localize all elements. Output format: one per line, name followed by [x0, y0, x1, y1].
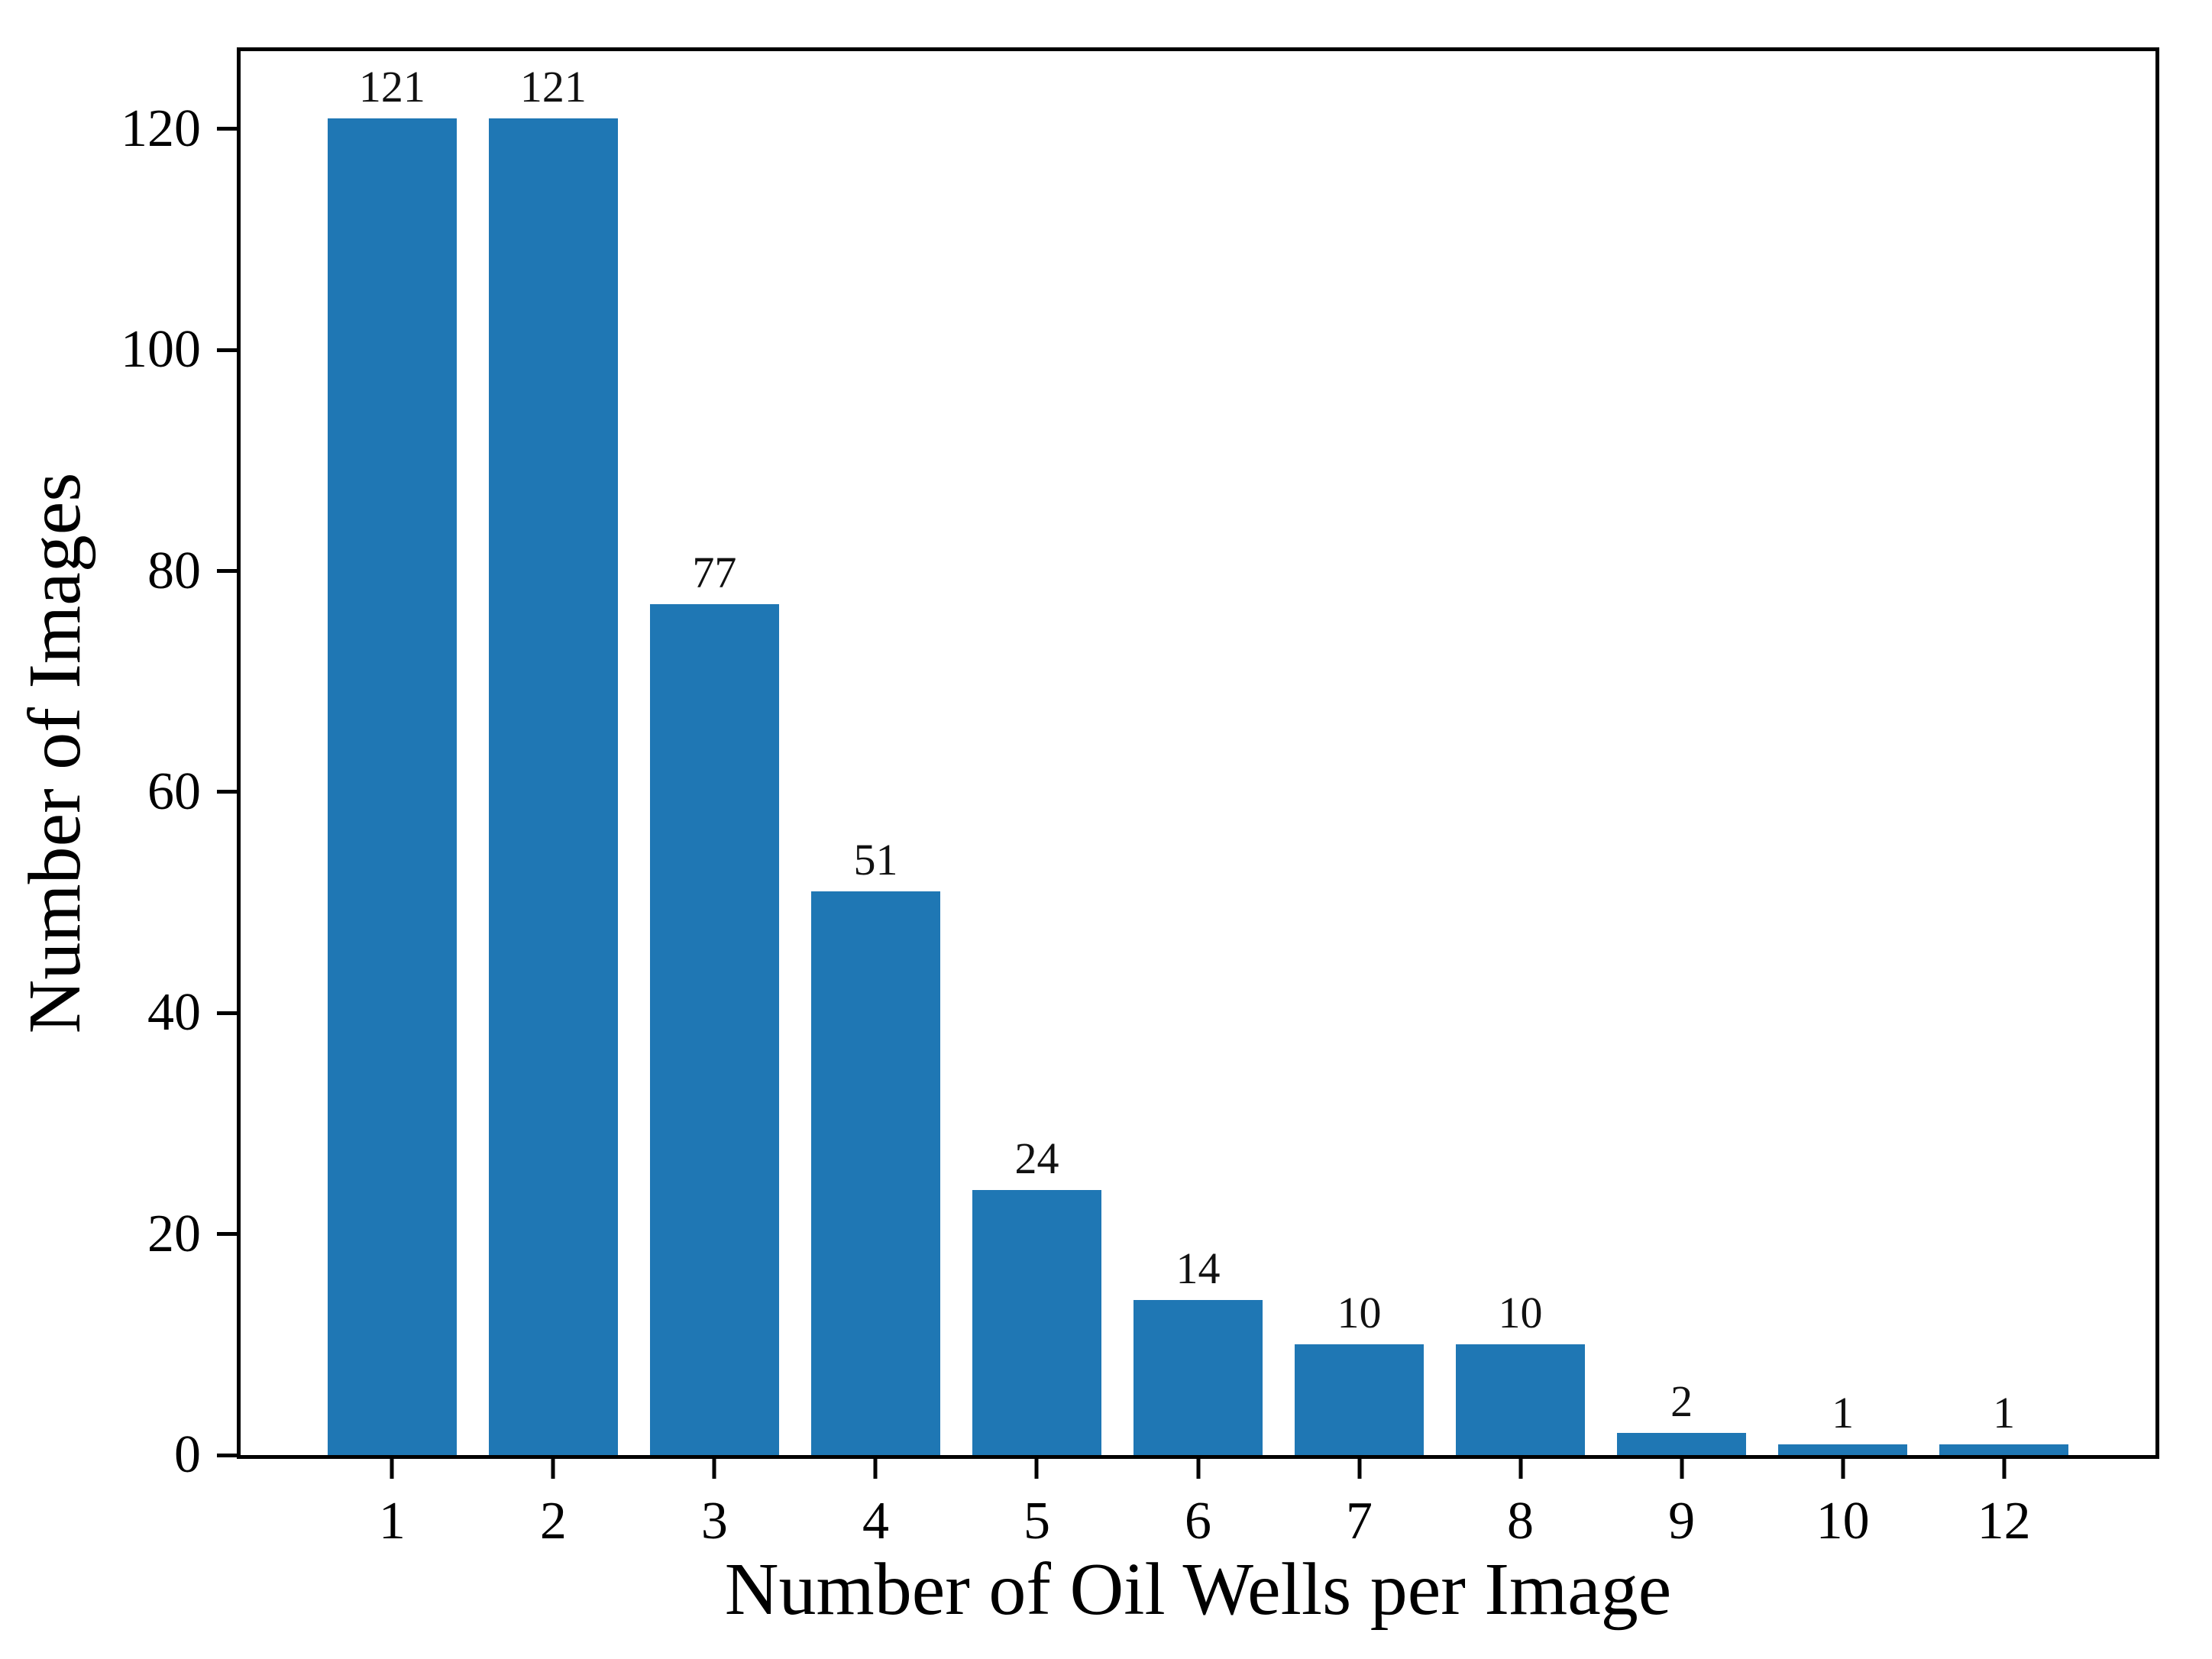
y-axis-tick [217, 348, 237, 352]
x-axis-tick-label: 4 [862, 1492, 889, 1551]
x-axis-tick [1034, 1459, 1039, 1479]
x-axis-tick [873, 1459, 878, 1479]
x-axis-tick [1357, 1459, 1362, 1479]
plot-area: 0 20 40 60 80 100 120 121 1 121 2 77 3 51 4 24 5 14 6 10 7 10… [121, 47, 2159, 1548]
x-axis-tick-label: 3 [700, 1492, 728, 1551]
x-axis-tick-label: 9 [1668, 1492, 1696, 1551]
y-axis-tick-label: 40 [147, 983, 201, 1043]
y-axis-tick-label: 80 [147, 541, 201, 600]
bar-value-label: 24 [1014, 1133, 1059, 1183]
bar: 121 [327, 64, 457, 1455]
bar-value-label: 2 [1670, 1376, 1693, 1427]
x-axis-label: Number of Oil Wells per Image [724, 1548, 1672, 1631]
bar: 10 [1456, 1291, 1585, 1455]
bar-value-label: 10 [1337, 1288, 1382, 1338]
y-axis-tick [217, 127, 237, 131]
x-axis-tick-label: 10 [1816, 1492, 1870, 1551]
y-axis-label: Number of Images [14, 472, 96, 1034]
x-axis-tick [712, 1459, 716, 1479]
bar: 2 [1617, 1379, 1746, 1455]
x-axis-tick-label: 12 [1977, 1492, 2031, 1551]
bar-value-label: 121 [358, 61, 425, 112]
bar: 121 [488, 64, 618, 1455]
x-axis-tick [1196, 1459, 1200, 1479]
y-axis-tick-label: 120 [121, 99, 201, 158]
bar-value-label: 1 [1832, 1387, 1855, 1437]
x-axis-tick-label: 2 [539, 1492, 567, 1551]
bar: 77 [650, 551, 779, 1455]
x-axis-tick-label: 7 [1346, 1492, 1373, 1551]
y-axis-tick [217, 1232, 237, 1237]
bar-value-label: 1 [1993, 1387, 2016, 1437]
y-axis-tick [217, 790, 237, 794]
x-axis-tick [1841, 1459, 1845, 1479]
x-axis-tick-label: 5 [1023, 1492, 1050, 1551]
bar-value-label: 51 [853, 835, 898, 885]
y-axis-tick-label: 0 [174, 1425, 201, 1484]
x-axis-tick-label: 6 [1185, 1492, 1211, 1551]
bar-value-label: 14 [1176, 1243, 1221, 1294]
y-axis-tick-label: 20 [147, 1204, 201, 1263]
bar: 24 [972, 1136, 1101, 1455]
y-axis-tick-label: 100 [121, 320, 201, 380]
x-axis-tick [1680, 1459, 1684, 1479]
x-axis-tick [390, 1459, 394, 1479]
x-axis-tick [1518, 1459, 1523, 1479]
y-axis-tick [217, 569, 237, 574]
x-axis-tick [2002, 1459, 2007, 1479]
y-axis-tick-label: 60 [147, 762, 201, 821]
y-axis-tick [217, 1011, 237, 1015]
x-axis-tick-label: 8 [1507, 1492, 1534, 1551]
bar: 1 [1939, 1390, 2069, 1455]
bar: 1 [1778, 1390, 1907, 1455]
bar: 14 [1133, 1247, 1263, 1455]
y-axis-tick [217, 1453, 237, 1457]
x-axis-tick-label: 1 [378, 1492, 406, 1551]
bar: 10 [1295, 1291, 1424, 1455]
x-axis-tick [551, 1459, 555, 1479]
bar-value-label: 10 [1498, 1288, 1543, 1338]
bar-value-label: 121 [519, 61, 587, 112]
bar-value-label: 77 [692, 548, 737, 598]
bar: 51 [811, 838, 940, 1455]
